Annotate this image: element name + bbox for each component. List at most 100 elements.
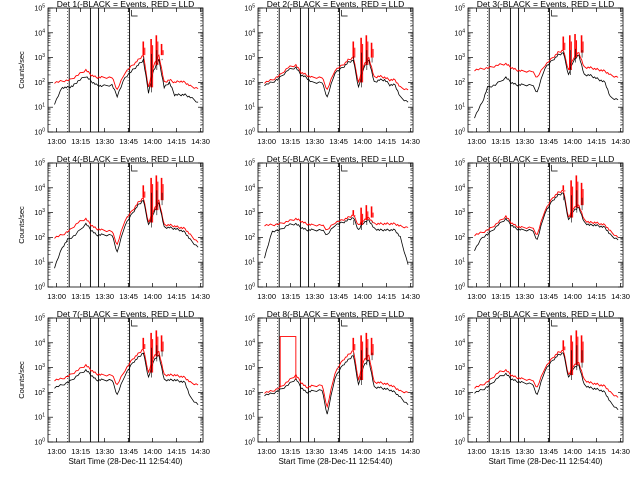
x-tick-label: 13:00 <box>47 137 66 146</box>
y-tick-label: 103 <box>34 363 45 372</box>
x-tick-label: 13:30 <box>305 137 324 146</box>
lld-plateau <box>279 336 297 388</box>
plot-frame <box>257 317 414 443</box>
x-tick-label: 13:15 <box>491 137 510 146</box>
x-tick-label: 13:00 <box>257 137 276 146</box>
x-tick-label: 14:00 <box>353 447 372 456</box>
x-tick-label: 14:00 <box>563 292 582 301</box>
events-series-line <box>264 59 409 103</box>
x-tick-label: 14:30 <box>611 447 630 456</box>
x-tick-label: 14:15 <box>587 292 606 301</box>
y-tick-label: 102 <box>34 233 45 242</box>
x-tick-label: 14:15 <box>377 447 396 456</box>
x-axis-label: Start Time (28-Dec-11 12:54:40) <box>68 457 182 466</box>
panel-title: Det 4(-BLACK = Events, RED = LLD <box>57 154 194 164</box>
y-tick-label: 102 <box>34 388 45 397</box>
y-tick-label: 102 <box>244 388 255 397</box>
panel-title: Det 7(-BLACK = Events, RED = LLD <box>57 309 194 319</box>
events-series-line <box>54 352 199 406</box>
y-tick-label: 104 <box>244 338 255 347</box>
x-tick-label: 13:45 <box>329 447 348 456</box>
x-tick-label: 13:15 <box>281 292 300 301</box>
x-tick-label: 13:30 <box>515 292 534 301</box>
panel-title: Det 9(-BLACK = Events, RED = LLD <box>477 309 614 319</box>
bracket-mark <box>551 165 558 172</box>
y-tick-label: 104 <box>454 338 465 347</box>
events-series-line <box>474 52 619 119</box>
y-tick-label: 105 <box>454 4 465 13</box>
y-tick-label: 101 <box>244 103 255 112</box>
detector-panel-1: Det 1(-BLACK = Events, RED = LLD 100 101 10… <box>17 0 210 146</box>
detector-panel-2: Det 2(-BLACK = Events, RED = LLD 100 101 10… <box>244 0 420 146</box>
panel-title: Det 2(-BLACK = Events, RED = LLD <box>267 0 404 9</box>
bracket-mark <box>341 165 348 172</box>
detector-panel-5: Det 5(-BLACK = Events, RED = LLD 100 101 10… <box>244 154 420 301</box>
y-tick-label: 104 <box>454 28 465 37</box>
events-series-line <box>54 200 199 269</box>
y-tick-label: 100 <box>244 438 255 447</box>
y-tick-label: 101 <box>34 258 45 267</box>
x-tick-label: 13:15 <box>281 137 300 146</box>
plot-frame <box>467 7 624 133</box>
y-tick-label: 100 <box>244 128 255 137</box>
y-tick-label: 101 <box>454 258 465 267</box>
x-tick-label: 13:30 <box>515 137 534 146</box>
y-axis-label: Counts/sec <box>17 361 26 399</box>
x-axis-label: Start Time (28-Dec-11 12:54:40) <box>278 457 392 466</box>
y-tick-label: 103 <box>454 208 465 217</box>
panel-title: Det 1(-BLACK = Events, RED = LLD <box>57 0 194 9</box>
y-tick-label: 102 <box>34 78 45 87</box>
x-tick-label: 14:00 <box>563 447 582 456</box>
x-tick-label: 14:30 <box>401 292 420 301</box>
plot-frame <box>47 7 204 133</box>
y-tick-label: 101 <box>34 413 45 422</box>
lld-series-line <box>264 350 409 409</box>
x-tick-label: 13:45 <box>119 292 138 301</box>
y-tick-label: 100 <box>34 438 45 447</box>
y-tick-label: 105 <box>244 314 255 323</box>
plot-frame <box>47 317 204 443</box>
y-tick-label: 103 <box>244 53 255 62</box>
x-tick-label: 14:00 <box>563 137 582 146</box>
panel-title: Det 5(-BLACK = Events, RED = LLD <box>267 154 404 164</box>
x-tick-label: 14:30 <box>401 137 420 146</box>
y-tick-label: 101 <box>34 103 45 112</box>
plot-frame <box>47 162 204 288</box>
y-tick-label: 105 <box>34 314 45 323</box>
bracket-mark <box>131 165 138 172</box>
x-tick-label: 13:30 <box>305 447 324 456</box>
x-tick-label: 14:30 <box>191 447 210 456</box>
x-tick-label: 13:45 <box>329 137 348 146</box>
detector-panel-4: Det 4(-BLACK = Events, RED = LLD 100 101 10… <box>17 154 210 301</box>
y-tick-label: 102 <box>454 388 465 397</box>
y-tick-label: 101 <box>454 103 465 112</box>
x-tick-label: 14:00 <box>143 447 162 456</box>
lld-series-line <box>54 54 199 91</box>
y-tick-label: 100 <box>34 283 45 292</box>
bracket-mark <box>341 10 348 17</box>
y-tick-label: 103 <box>34 208 45 217</box>
x-tick-label: 13:45 <box>539 137 558 146</box>
y-tick-label: 104 <box>244 183 255 192</box>
detector-panel-3: Det 3(-BLACK = Events, RED = LLD 100 101 10… <box>454 0 630 146</box>
x-tick-label: 13:30 <box>95 292 114 301</box>
plot-frame <box>257 162 414 288</box>
y-tick-label: 103 <box>244 208 255 217</box>
y-tick-label: 105 <box>454 314 465 323</box>
x-tick-label: 13:30 <box>515 447 534 456</box>
x-tick-label: 14:30 <box>191 292 210 301</box>
x-tick-label: 14:15 <box>167 292 186 301</box>
bracket-mark <box>131 10 138 17</box>
x-tick-label: 13:15 <box>491 292 510 301</box>
plot-frame <box>467 162 624 288</box>
detector-panel-6: Det 6(-BLACK = Events, RED = LLD 100 101 10… <box>454 154 630 301</box>
x-tick-label: 14:00 <box>353 292 372 301</box>
x-tick-label: 14:15 <box>167 447 186 456</box>
y-tick-label: 105 <box>34 4 45 13</box>
x-tick-label: 14:15 <box>167 137 186 146</box>
lld-series-line <box>474 189 619 238</box>
x-tick-label: 13:00 <box>47 292 66 301</box>
y-tick-label: 102 <box>244 233 255 242</box>
y-tick-label: 100 <box>34 128 45 137</box>
